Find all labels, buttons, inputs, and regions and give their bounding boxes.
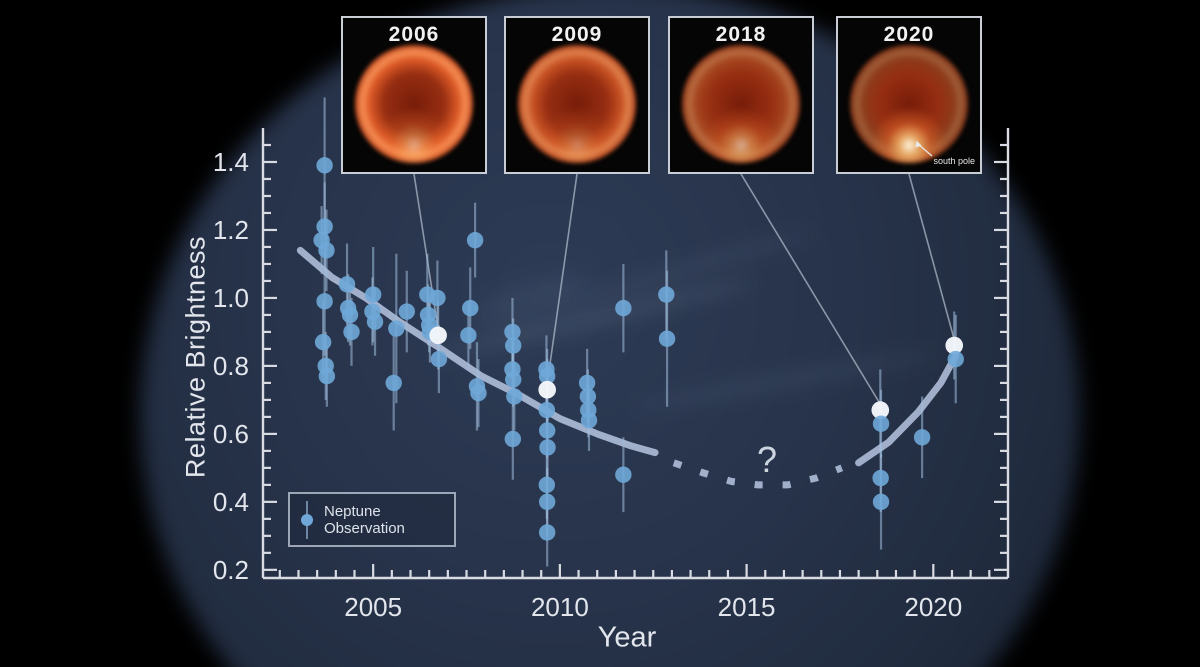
x-tick-label: 2005 [344, 592, 402, 622]
data-point [913, 429, 931, 446]
data-point [538, 367, 556, 385]
x-axis-label: Year [597, 621, 657, 654]
data-point [538, 524, 556, 541]
data-point [316, 157, 333, 174]
data-point [341, 306, 359, 324]
data-point [429, 289, 446, 307]
data-point [398, 303, 415, 320]
inset-2006: 2006 [341, 16, 487, 174]
data-point [338, 276, 356, 293]
x-tick-label: 2020 [904, 592, 962, 622]
neptune-thermal-image-2020 [850, 45, 968, 163]
south-pole-label: south pole [933, 156, 975, 166]
data-point [538, 401, 556, 419]
y-tick-label: 1.2 [213, 215, 249, 245]
south-pole-arrow-icon [915, 140, 933, 157]
data-point [318, 367, 336, 385]
data-point [872, 493, 890, 511]
data-point [505, 371, 522, 388]
y-tick-label: 1.4 [213, 147, 249, 177]
data-point [388, 320, 405, 337]
inset-year-label: 2009 [551, 23, 603, 46]
data-point [538, 493, 556, 511]
data-point-highlight [429, 326, 447, 345]
data-point [466, 231, 484, 249]
y-tick-label: 0.4 [213, 487, 249, 517]
data-point [504, 323, 521, 341]
data-point [538, 422, 556, 439]
neptune-thermal-image-2009 [518, 45, 636, 163]
neptune-thermal-image-2006 [355, 45, 473, 163]
inset-connector-line [546, 173, 578, 384]
data-point [615, 299, 632, 317]
blue-dot-icon [301, 513, 313, 526]
data-point-highlight [945, 336, 964, 355]
data-point [316, 218, 333, 235]
data-point [658, 286, 675, 303]
y-tick-label: 1.0 [213, 283, 249, 313]
question-mark-annotation: ? [757, 439, 777, 480]
inset-year-label: 2018 [715, 23, 767, 46]
legend: Neptune Observation [288, 492, 456, 547]
data-point [430, 350, 448, 368]
data-point [460, 327, 477, 344]
data-point [364, 286, 382, 303]
trend-line-solid-late [855, 352, 960, 467]
neptune-thermal-image-2018 [682, 45, 800, 163]
data-point [658, 330, 676, 347]
inset-2018: 2018 [668, 16, 814, 174]
data-point [470, 384, 487, 402]
inset-2009: 2009 [504, 16, 650, 174]
inset-2020: 2020 south pole [836, 16, 982, 174]
legend-label: Neptune Observation [324, 502, 405, 537]
data-point [504, 430, 522, 448]
observation-point-icon [299, 498, 315, 542]
data-point [578, 374, 596, 392]
data-point [579, 388, 597, 405]
inset-year-label: 2020 [883, 23, 935, 46]
y-axis-label: Relative Brightness [180, 235, 211, 479]
data-point [615, 466, 632, 483]
x-tick-label: 2015 [718, 592, 776, 622]
data-point [462, 299, 479, 317]
y-tick-label: 0.6 [213, 419, 249, 449]
data-point [316, 293, 333, 310]
y-tick-label: 0.2 [213, 555, 249, 585]
inset-connector-line [908, 173, 955, 340]
trend-line-dashed-gap [672, 459, 844, 489]
data-point-highlight [538, 380, 556, 399]
data-point [318, 242, 335, 259]
data-point [539, 439, 556, 456]
data-point [385, 374, 402, 392]
inset-connector-line [413, 173, 439, 330]
data-point [314, 333, 332, 351]
data-point [538, 476, 556, 494]
inset-connector-line [740, 173, 881, 405]
x-tick-label: 2010 [531, 592, 589, 622]
y-tick-label: 0.8 [213, 351, 249, 381]
data-point-highlight [871, 401, 890, 419]
data-point [872, 469, 889, 487]
data-point [947, 350, 964, 368]
data-point [366, 313, 384, 330]
data-point [580, 412, 598, 429]
inset-year-label: 2006 [388, 23, 440, 46]
data-point [506, 388, 523, 405]
data-point [343, 323, 360, 341]
trend-line-solid-early [296, 246, 659, 457]
data-point [872, 415, 890, 432]
data-point [505, 337, 522, 354]
